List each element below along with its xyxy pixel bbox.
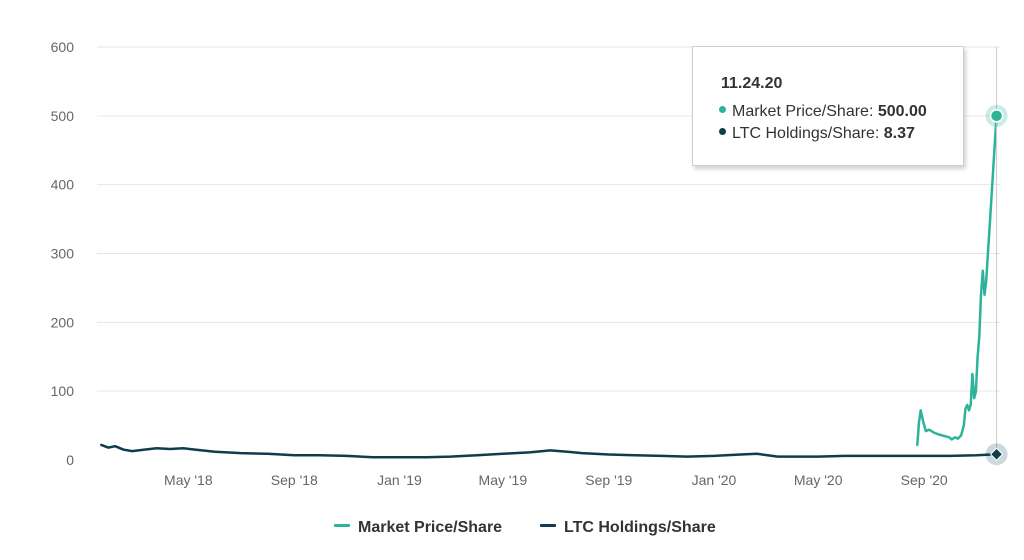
gridlines — [97, 46, 1000, 392]
legend: Market Price/Share LTC Holdings/Share — [0, 519, 1024, 543]
tooltip: 11.24.20 Market Price/Share: 500.00 LTC … — [692, 46, 964, 166]
x-tick-label: Sep '20 — [901, 472, 948, 488]
y-axis: 0 100 200 300 400 500 600 — [51, 39, 75, 468]
tooltip-ltc-value: 8.37 — [883, 125, 915, 142]
legend-label-market: Market Price/Share — [358, 519, 503, 536]
ltc-marker[interactable] — [989, 447, 1004, 461]
y-tick-label: 500 — [51, 108, 75, 124]
y-tick-label: 200 — [51, 314, 75, 330]
legend-swatch-ltc-icon — [540, 524, 556, 528]
x-axis: May '18 Sep '18 Jan '19 May '19 Sep '19 Jan '… — [164, 472, 948, 488]
tooltip-row-market: Market Price/Share: 500.00 — [719, 103, 927, 121]
legend-item-market[interactable]: Market Price/Share — [334, 519, 502, 537]
tooltip-row-ltc: LTC Holdings/Share: 8.37 — [719, 125, 915, 143]
market-price-line — [916, 114, 998, 447]
legend-label-ltc: LTC Holdings/Share — [564, 519, 716, 536]
hover-markers[interactable] — [985, 104, 1008, 466]
ltc-dot-icon — [719, 128, 726, 136]
tooltip-market-label: Market Price/Share: — [732, 103, 874, 120]
x-tick-label: Sep '19 — [585, 472, 632, 488]
ltc-holdings-line — [100, 443, 998, 459]
y-tick-label: 600 — [51, 39, 75, 55]
tooltip-market-value: 500.00 — [877, 103, 927, 120]
x-tick-label: May '19 — [479, 472, 528, 488]
x-tick-label: Jan '20 — [692, 472, 737, 488]
series-lines — [100, 114, 998, 459]
tooltip-ltc-label: LTC Holdings/Share: — [732, 125, 880, 142]
y-tick-label: 400 — [51, 177, 75, 193]
x-tick-label: May '20 — [794, 472, 843, 488]
x-tick-label: Sep '18 — [271, 472, 318, 488]
legend-swatch-market-icon — [334, 524, 350, 528]
market-dot-icon — [719, 106, 726, 114]
y-tick-label: 300 — [51, 246, 75, 262]
market-marker[interactable] — [989, 109, 1004, 123]
x-tick-label: May '18 — [164, 472, 213, 488]
legend-item-ltc[interactable]: LTC Holdings/Share — [540, 519, 716, 537]
y-tick-label: 0 — [66, 452, 74, 468]
y-tick-label: 100 — [51, 383, 75, 399]
x-tick-label: Jan '19 — [377, 472, 422, 488]
tooltip-date: 11.24.20 — [721, 75, 783, 92]
